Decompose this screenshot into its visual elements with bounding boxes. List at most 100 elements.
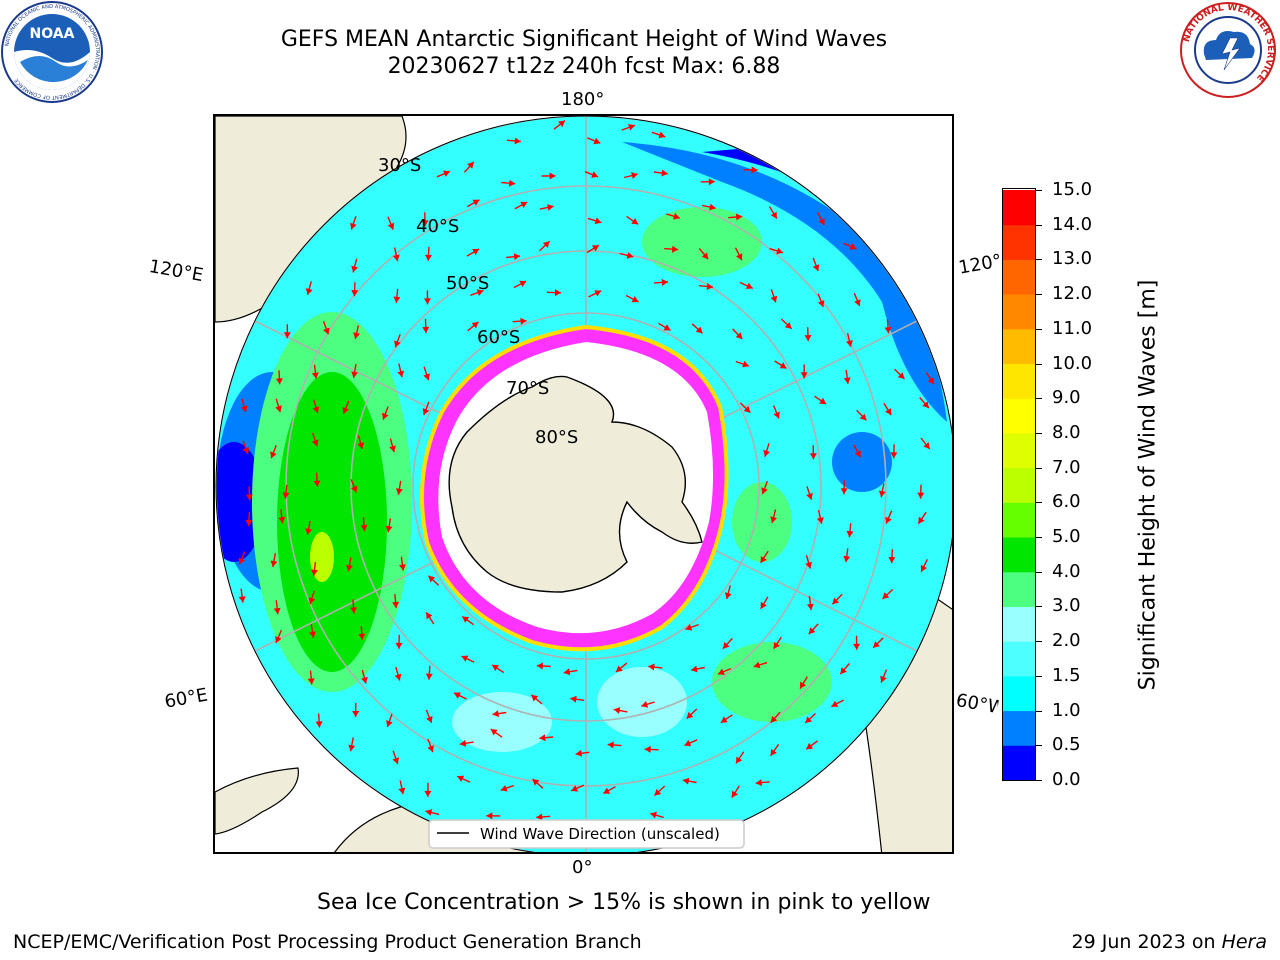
wave-arrow-head xyxy=(361,676,368,684)
wave-arrow-head xyxy=(542,241,550,248)
wave-arrow-head xyxy=(427,745,434,753)
colorbar-segment xyxy=(1003,467,1035,503)
wave-arrow-head xyxy=(631,218,639,225)
wave-arrow-head xyxy=(311,439,319,447)
wave-arrow-head xyxy=(397,370,405,378)
wave-arrow-head xyxy=(918,516,925,524)
wave-arrow-head xyxy=(426,716,433,723)
colorbar-segment xyxy=(1003,328,1035,365)
noaa-logo: NOAA NATIONAL OCEANIC AND ATMOSPHERIC AD… xyxy=(0,0,104,104)
wave-arrow-head xyxy=(350,607,357,614)
wave-arrow-head xyxy=(387,222,395,230)
colorbar-tick-label: 1.0 xyxy=(1052,699,1081,721)
colorbar-tick-label: 14.0 xyxy=(1052,213,1093,235)
wave-arrow-head xyxy=(755,779,762,787)
colorbar-segment xyxy=(1003,224,1035,260)
wave-arrow-head xyxy=(873,641,880,648)
wave-arrow-head xyxy=(818,218,825,225)
wave-arrow-head xyxy=(593,137,601,145)
colorbar-tick-mark xyxy=(1036,745,1042,747)
wave-arrow-head xyxy=(392,601,400,608)
wave-arrow-head xyxy=(531,694,539,702)
wave-arrow-head xyxy=(313,480,321,487)
wave-arrow-head xyxy=(831,700,839,707)
nws-logo: NATIONAL WEATHER SERVICE xyxy=(1176,0,1280,100)
chart-subtitle: 20230627 t12z 240h fcst Max: 6.88 xyxy=(387,54,781,79)
wave-arrow-head xyxy=(832,597,840,605)
wave-arrow-head xyxy=(358,633,366,640)
wave-arrow-head xyxy=(382,412,389,420)
wave-arrow-head xyxy=(804,335,812,342)
wave-arrow-head xyxy=(563,668,571,676)
wave-arrow-head xyxy=(890,452,898,459)
wave-arrow-head xyxy=(760,556,767,563)
wave-arrow-head xyxy=(885,516,892,524)
wave-arrow-head xyxy=(424,790,432,797)
wave-arrow-head xyxy=(520,317,527,325)
wave-arrow-head xyxy=(422,408,430,415)
wave-arrow-head xyxy=(724,592,732,599)
wave-arrow-head xyxy=(307,678,315,685)
wave-arrow-head xyxy=(661,169,668,177)
wave-arrow-head xyxy=(658,131,666,139)
wave-arrow-head xyxy=(245,519,253,526)
wave-arrow-head xyxy=(607,741,614,749)
colorbar-tick-label: 6.0 xyxy=(1052,491,1081,513)
colorbar-tick-mark xyxy=(1036,467,1042,469)
colorbar-segment xyxy=(1003,571,1035,607)
colorbar-tick-label: 0.5 xyxy=(1052,734,1081,756)
map-frame: 30°S 40°S 50°S 60°S 70°S 80°S Wind Wave … xyxy=(213,114,954,854)
wave-arrow-head xyxy=(395,642,403,649)
wave-arrow-head xyxy=(708,178,715,186)
lon-label-0: 0° xyxy=(572,857,593,878)
wave-arrow-head xyxy=(770,715,778,723)
wave-arrow-head xyxy=(513,253,521,261)
lat-label-30s: 30°S xyxy=(378,155,421,176)
colorbar-tick-mark xyxy=(1036,294,1042,296)
wave-arrow-head xyxy=(685,624,693,631)
wave-arrow-head xyxy=(472,199,480,206)
wave-arrow-head xyxy=(661,278,668,286)
wind-wave-arrows xyxy=(238,120,935,829)
wave-arrow-head xyxy=(238,557,245,565)
colorbar-tick-mark xyxy=(1036,606,1042,608)
map-legend: Wind Wave Direction (unscaled) xyxy=(428,819,745,849)
wave-arrow-head xyxy=(812,264,820,271)
colorbar-tick-mark xyxy=(1036,224,1042,226)
colorbar-segment xyxy=(1003,190,1035,226)
colorbar-tick-label: 9.0 xyxy=(1052,387,1081,409)
colorbar-tick-label: 5.0 xyxy=(1052,526,1081,548)
wave-arrow-head xyxy=(425,673,433,680)
wave-arrow-head xyxy=(591,171,598,178)
wave-arrow-head xyxy=(575,749,582,757)
wave-arrow-head xyxy=(594,217,602,225)
wave-arrow-head xyxy=(425,809,433,816)
wave-arrow-head xyxy=(691,665,698,673)
wave-arrow-head xyxy=(539,734,546,742)
wave-height-fields xyxy=(216,142,952,752)
wave-arrow-head xyxy=(399,564,406,571)
wave-arrow-head xyxy=(453,692,461,699)
noaa-logo-text: NOAA xyxy=(30,26,75,42)
footer-date-text: 29 Jun 2023 on xyxy=(1071,931,1222,953)
colorbar-segment xyxy=(1003,398,1035,434)
wave-arrow-head xyxy=(682,777,690,785)
wave-arrow-head xyxy=(763,449,770,457)
wave-arrow-head xyxy=(923,442,930,449)
wave-arrow-head xyxy=(735,213,743,221)
wave-arrow-head xyxy=(805,561,812,569)
lat-label-50s: 50°S xyxy=(446,273,489,294)
wave-arrow-head xyxy=(492,710,499,718)
wave-arrow-head xyxy=(457,775,465,782)
wave-arrow-head xyxy=(395,488,403,495)
colorbar-tick-label: 13.0 xyxy=(1052,248,1093,270)
wave-arrow-head xyxy=(613,707,621,714)
wave-arrow-head xyxy=(422,326,430,333)
lon-label-180: 180° xyxy=(561,89,605,110)
wave-arrow-head xyxy=(350,485,358,493)
lon-label-120e: 120°E xyxy=(147,256,205,287)
lon-label-120w: 120°W xyxy=(957,250,1003,279)
wave-arrow-head xyxy=(672,245,679,253)
wave-arrow-head xyxy=(353,332,361,339)
wave-arrow-head xyxy=(471,321,479,329)
